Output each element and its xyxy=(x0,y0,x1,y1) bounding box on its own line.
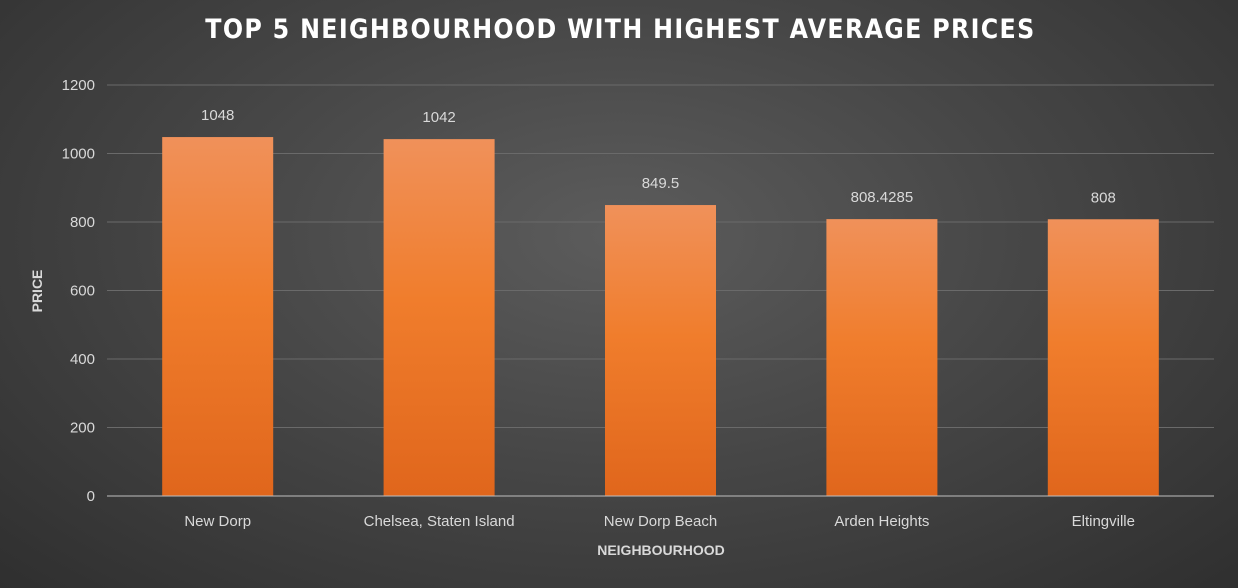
data-label: 808 xyxy=(1091,189,1116,206)
y-tick-label: 0 xyxy=(87,488,95,505)
y-tick-label: 400 xyxy=(70,351,95,368)
bar xyxy=(162,137,274,496)
bar xyxy=(826,219,938,497)
labels: 0 200 400 600 800 1000 1200 1048 New Dorp 1042 Che… xyxy=(62,77,1135,530)
data-label: 1042 xyxy=(422,109,455,126)
y-tick-label: 1000 xyxy=(62,146,95,163)
data-label: 808.4285 xyxy=(851,189,914,206)
y-tick-label: 800 xyxy=(70,214,95,231)
x-tick-label: New Dorp Beach xyxy=(604,513,717,530)
bar xyxy=(383,139,495,497)
y-tick-label: 1200 xyxy=(62,77,95,94)
x-tick-label: Arden Heights xyxy=(834,513,929,530)
bar xyxy=(1047,219,1159,496)
x-tick-label: Eltingville xyxy=(1072,513,1135,530)
y-tick-label: 200 xyxy=(70,420,95,437)
data-label: 849.5 xyxy=(642,175,680,192)
y-tick-label: 600 xyxy=(70,283,95,300)
x-axis-title: NEIGHBOURHOOD xyxy=(597,542,725,558)
x-tick-label: Chelsea, Staten Island xyxy=(364,513,515,530)
y-axis-title: PRICE xyxy=(29,270,45,313)
x-tick-label: New Dorp xyxy=(184,513,251,530)
bar xyxy=(605,205,716,496)
chart-title: TOP 5 NEIGHBOURHOOD WITH HIGHEST AVERAGE… xyxy=(205,14,1036,45)
data-label: 1048 xyxy=(201,107,234,124)
bars xyxy=(162,137,1159,497)
